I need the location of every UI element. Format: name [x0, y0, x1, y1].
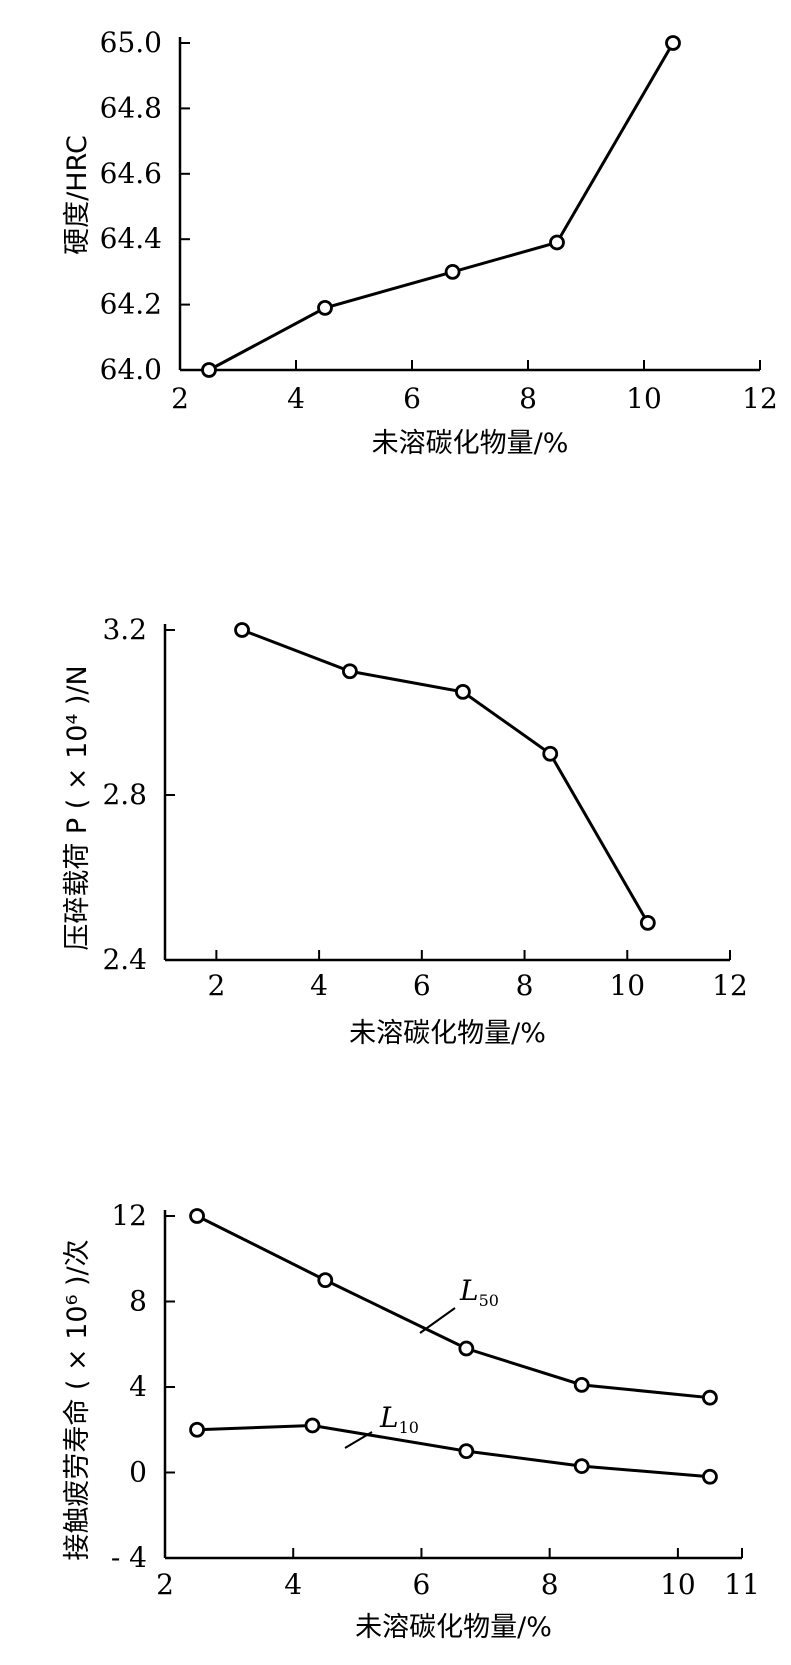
x-tick-label: 10 [626, 382, 662, 415]
data-point-l10 [189, 1421, 205, 1438]
series-line [241, 628, 650, 924]
chart-hardness: 64.0 64.2 64.4 64.6 64.8 65.0 2 4 6 8 10 12 未溶碳化物量/%… [62, 26, 778, 459]
data-point [455, 683, 471, 700]
data-point [549, 234, 565, 251]
data-point [317, 299, 333, 316]
x-tick-label: 12 [712, 969, 748, 1002]
data-point [444, 263, 461, 280]
y-tick-label: 64.6 [100, 157, 162, 190]
series-label-l50: L50 [459, 1274, 499, 1310]
y-tick-label: 65.0 [100, 26, 162, 59]
x-tick-label: 11 [724, 1568, 760, 1601]
x-tick-label: 2 [171, 382, 189, 415]
y-tick-label: 3.2 [102, 613, 147, 646]
x-axis-title: 未溶碳化物量/% [349, 1018, 546, 1049]
x-tick-label: 4 [310, 969, 328, 1002]
data-point-l10 [458, 1443, 475, 1460]
data-point [665, 35, 681, 51]
x-axis-title: 未溶碳化物量/% [355, 1612, 552, 1643]
data-point [342, 663, 358, 680]
y-tick-label: 64.0 [100, 353, 162, 386]
chart-crush-load: 2.4 2.8 3.2 2 4 6 8 10 12 未溶碳化物量/% 压碎载荷 P ( × 10⁴ … [62, 613, 748, 1049]
x-tick-label: 4 [287, 382, 305, 415]
y-axis-title: 接触疲劳寿命 ( × 10⁶ )/次 [62, 1239, 93, 1560]
series-line-l10 [197, 1423, 711, 1479]
series-label-leader [419, 1307, 456, 1334]
y-tick-label: 4 [129, 1370, 147, 1403]
x-tick-label: 10 [609, 969, 645, 1002]
data-point-l50 [702, 1389, 718, 1406]
y-tick-label: 12 [111, 1199, 147, 1232]
data-point-l50 [458, 1340, 475, 1357]
data-point-l10 [702, 1468, 718, 1485]
data-point [639, 914, 656, 931]
series-line-l50 [196, 1214, 711, 1400]
y-tick-label: 2.8 [102, 778, 147, 811]
y-axis-title: 硬度/HRC [62, 135, 93, 255]
y-axis-title: 压碎载荷 P ( × 10⁴ )/N [62, 665, 93, 950]
data-point-l50 [189, 1208, 205, 1224]
series-line [208, 42, 675, 372]
data-point [201, 362, 217, 378]
x-tick-label: 2 [156, 1568, 174, 1601]
x-tick-label: 6 [403, 382, 421, 415]
data-point-l50 [573, 1376, 590, 1393]
series-label-leader [344, 1431, 373, 1449]
y-tick-label: - 4 [111, 1541, 147, 1574]
x-tick-label: 6 [413, 1568, 431, 1601]
y-tick-label: 64.4 [100, 222, 162, 255]
y-tick-label: 2.4 [102, 943, 147, 976]
series-label-l10: L10 [379, 1401, 419, 1437]
data-point-l10 [304, 1417, 321, 1434]
x-axis-title: 未溶碳化物量/% [372, 428, 569, 459]
data-point-l50 [317, 1272, 334, 1289]
chart-fatigue-life: - 4 0 4 8 12 2 4 6 8 10 11 未溶碳化物量/% 接触疲劳寿命 ( × 10⁶ )… [62, 1199, 760, 1643]
x-tick-label: 8 [516, 969, 534, 1002]
x-tick-label: 12 [742, 382, 778, 415]
x-tick-label: 4 [284, 1568, 302, 1601]
y-tick-label: 64.2 [100, 288, 162, 321]
y-tick-label: 8 [129, 1285, 147, 1318]
x-tick-label: 6 [413, 969, 431, 1002]
x-tick-label: 8 [519, 382, 537, 415]
data-point [542, 745, 559, 762]
x-tick-label: 2 [207, 969, 225, 1002]
y-tick-label: 64.8 [100, 91, 162, 124]
y-tick-label: 0 [129, 1456, 147, 1489]
x-tick-label: 10 [660, 1568, 696, 1601]
data-point [234, 622, 250, 638]
data-point-l10 [573, 1458, 590, 1474]
x-tick-label: 8 [541, 1568, 559, 1601]
